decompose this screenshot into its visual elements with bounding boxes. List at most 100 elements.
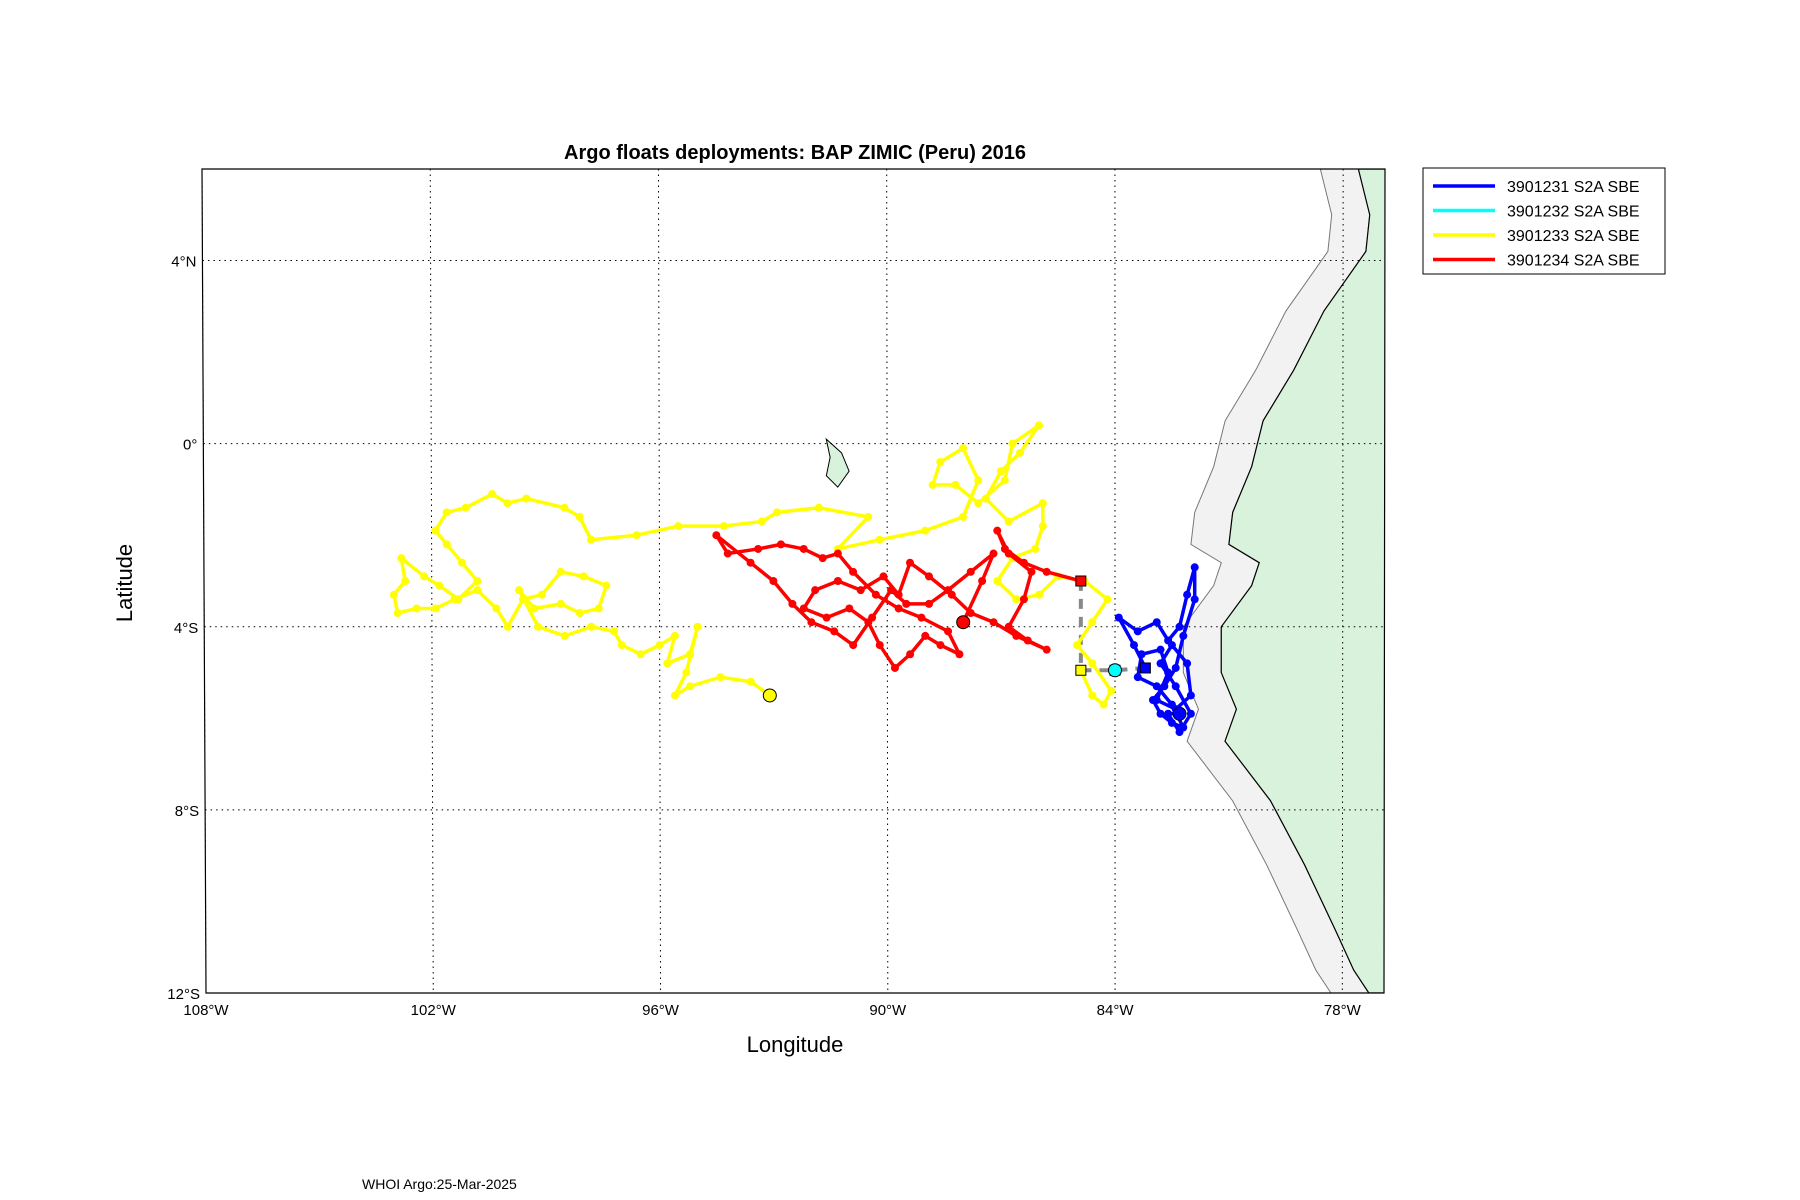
- float-profile-point: [655, 641, 664, 650]
- float-profile-point: [871, 590, 880, 599]
- float-profile-point: [769, 577, 778, 585]
- float-profile-point: [1171, 682, 1180, 691]
- float-profile-point: [849, 641, 858, 650]
- float-profile-point: [1133, 673, 1142, 682]
- float-profile-point: [556, 599, 565, 608]
- float-profile-point: [1088, 659, 1097, 668]
- float-profile-point: [959, 444, 968, 453]
- island-isabela: [825, 437, 850, 488]
- float-profile-point: [560, 631, 569, 640]
- float-profile-point: [1031, 544, 1040, 553]
- float-profile-point: [921, 526, 930, 535]
- float-profile-point: [746, 558, 755, 567]
- float-profile-point: [1183, 659, 1192, 668]
- galapagos-islands: [825, 437, 850, 488]
- float-profile-point: [435, 581, 444, 590]
- float-profile-point: [1167, 641, 1176, 650]
- float-profile-point: [1114, 613, 1123, 622]
- float-profile-point: [799, 544, 808, 553]
- float-profile-point: [890, 663, 899, 672]
- float-profile-point: [902, 599, 911, 608]
- float-profile-point: [1004, 517, 1013, 526]
- float-profile-point: [1088, 691, 1097, 700]
- float-profile-point: [442, 540, 451, 549]
- float-profile-point: [814, 503, 823, 512]
- float-profile-point: [818, 554, 827, 563]
- float-profile-point: [917, 613, 926, 622]
- float-profile-point: [518, 595, 527, 604]
- last-position-marker: [1108, 663, 1123, 678]
- float-profile-point: [716, 673, 725, 682]
- float-profile-point: [894, 590, 903, 599]
- x-tick-label: 90°W: [869, 1002, 907, 1019]
- float-profile-point: [1012, 631, 1021, 640]
- x-tick-label: 84°W: [1097, 1002, 1135, 1019]
- float-profile-point: [1004, 549, 1013, 558]
- legend: 3901231 S2A SBE 3901232 S2A SBE 3901233 S2…: [1422, 167, 1666, 275]
- float-profile-point: [530, 604, 539, 613]
- float-profile-point: [959, 512, 968, 521]
- float-profile-point: [560, 503, 569, 512]
- float-profile-point: [1042, 645, 1051, 654]
- float-profile-point: [515, 586, 524, 595]
- float-profile-point: [1152, 682, 1161, 691]
- x-tick-label: 96°W: [642, 1002, 680, 1019]
- float-profile-point: [617, 641, 626, 650]
- float-profile-point: [757, 517, 766, 526]
- float-profile-point: [1008, 439, 1017, 448]
- y-tick-label: 4°N: [171, 254, 196, 271]
- y-tick-label: 0°: [183, 437, 197, 454]
- float-profile-point: [1137, 650, 1146, 659]
- float-profile-point: [674, 522, 683, 531]
- float-profile-point: [420, 572, 429, 581]
- float-profile-point: [830, 627, 839, 636]
- float-profile-point: [450, 595, 459, 604]
- float-profile-point: [1152, 618, 1161, 627]
- float-profile-point: [1129, 641, 1138, 650]
- float-profile-point: [1019, 558, 1028, 567]
- float-profile-point: [1175, 622, 1184, 631]
- float-profile-point: [389, 590, 398, 599]
- float-profile-point: [1152, 696, 1161, 705]
- float-profile-point: [1186, 709, 1195, 718]
- float-profile-point: [1034, 421, 1043, 430]
- float-profile-point: [461, 503, 470, 512]
- float-profile-point: [943, 586, 952, 595]
- y-axis-title: Latitude: [112, 544, 137, 622]
- float-profile-point: [924, 572, 933, 581]
- y-tick-label: 8°S: [175, 803, 199, 820]
- float-tracks: [389, 421, 1199, 737]
- float-profile-point: [887, 586, 896, 595]
- float-profile-point: [534, 622, 543, 631]
- float-profile-point: [1038, 522, 1047, 531]
- float-profile-point: [1179, 631, 1188, 640]
- map-frame: [201, 168, 1386, 994]
- float-track-1: [1108, 663, 1123, 678]
- float-profile-point: [587, 535, 596, 544]
- y-tick-label: 4°S: [174, 620, 198, 637]
- float-profile-point: [393, 609, 402, 618]
- float-profile-point: [811, 586, 820, 595]
- float-profile-point: [1023, 636, 1032, 645]
- float-profile-point: [1133, 627, 1142, 636]
- float-track-3: [712, 526, 1087, 672]
- float-profile-point: [746, 677, 755, 686]
- float-profile-point: [412, 604, 421, 613]
- float-profile-point: [575, 609, 584, 618]
- float-profile-point: [431, 526, 440, 535]
- float-track-0: [1114, 563, 1199, 737]
- float-profile-point: [1019, 595, 1028, 604]
- float-profile-point: [458, 558, 467, 567]
- float-profile-point: [636, 650, 645, 659]
- float-profile-point: [799, 604, 808, 613]
- float-profile-point: [397, 554, 406, 563]
- float-profile-point: [401, 577, 410, 585]
- legend-label: 3901232 S2A SBE: [1507, 204, 1640, 221]
- float-profile-point: [776, 540, 785, 549]
- float-profile-point: [1038, 499, 1047, 508]
- float-profile-point: [442, 508, 451, 517]
- x-tick-label: 108°W: [183, 1002, 229, 1019]
- float-profile-point: [833, 549, 842, 558]
